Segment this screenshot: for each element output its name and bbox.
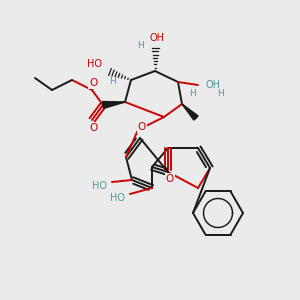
Text: HO: HO	[110, 193, 125, 203]
Text: H: H	[189, 89, 195, 98]
Text: OH: OH	[149, 33, 164, 43]
Text: O: O	[166, 174, 174, 184]
Text: O: O	[138, 122, 146, 132]
Text: H: H	[138, 41, 144, 50]
Text: HO: HO	[92, 181, 107, 191]
Text: O: O	[89, 123, 97, 133]
Polygon shape	[103, 101, 125, 109]
Text: H: H	[109, 77, 116, 86]
Text: O: O	[89, 78, 97, 88]
Polygon shape	[182, 104, 198, 120]
Text: OH: OH	[206, 80, 221, 90]
Text: H: H	[217, 88, 224, 98]
Text: HO: HO	[87, 59, 102, 69]
